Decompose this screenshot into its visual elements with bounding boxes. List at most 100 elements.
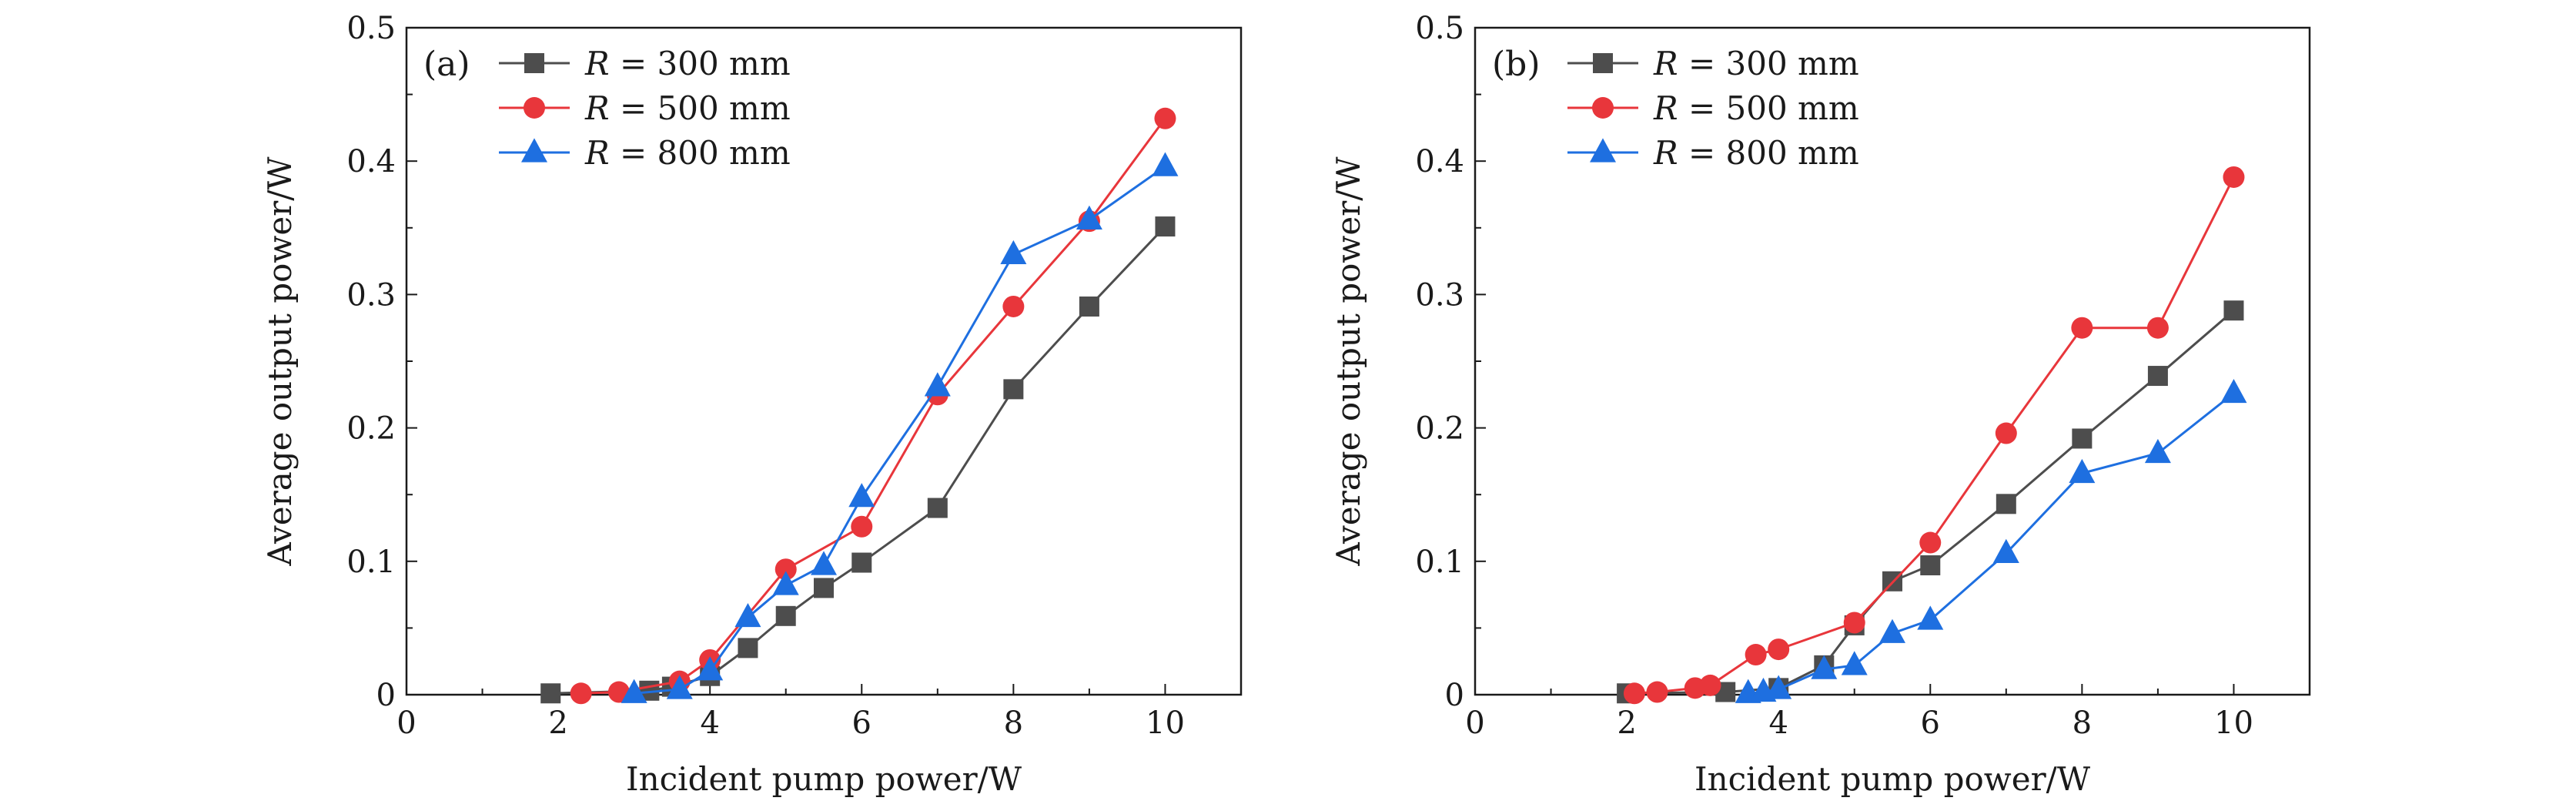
y-tick-label: 0.2 xyxy=(1415,411,1464,447)
data-point-triangle xyxy=(2069,458,2096,484)
data-point-triangle xyxy=(1917,605,1944,630)
panel-b: 0 2 4 6 8 10 0 0.1 0.2 0.3 0.4 0.5 Incident pump pow… xyxy=(1330,11,2311,798)
legend-variable: R xyxy=(1653,89,1678,127)
legend-entry: R = 300 mm xyxy=(1567,45,1859,82)
y-tick-label: 0.5 xyxy=(1415,11,1464,46)
data-point-triangle xyxy=(924,372,951,397)
legend-marker-square xyxy=(1593,53,1613,73)
x-tick-label: 10 xyxy=(2214,705,2253,741)
y-tick-label: 0.3 xyxy=(1415,277,1464,313)
data-point-triangle xyxy=(1992,538,2019,564)
data-point-triangle xyxy=(621,679,647,703)
data-point-triangle xyxy=(1765,675,1792,699)
data-point-square xyxy=(1003,379,1024,400)
data-point-triangle xyxy=(1000,240,1027,265)
x-tick-label: 6 xyxy=(852,705,871,741)
x-tick-label: 4 xyxy=(700,705,719,741)
series-square xyxy=(540,216,1176,704)
x-tick-label: 8 xyxy=(1004,705,1023,741)
x-axis-title: Incident pump power/W xyxy=(1694,760,2091,798)
legend-entry: R = 800 mm xyxy=(1567,134,1859,172)
data-point-circle xyxy=(1919,531,1942,554)
data-point-square xyxy=(2147,366,2168,387)
legend-marker-triangle xyxy=(1590,138,1616,163)
x-tick-label: 10 xyxy=(1146,705,1185,741)
series-circle xyxy=(570,107,1176,705)
legend-variable: R xyxy=(584,134,610,172)
data-point-square xyxy=(2223,300,2244,321)
series-line xyxy=(1627,310,2235,695)
x-axis-title: Incident pump power/W xyxy=(626,760,1022,798)
series-circle xyxy=(1623,166,2245,705)
data-point-triangle xyxy=(666,675,693,699)
legend-label: R = 500 mm xyxy=(1653,89,1859,127)
y-tick-label: 0.4 xyxy=(346,144,396,179)
legend-value: = 500 mm xyxy=(610,89,791,127)
data-point-circle xyxy=(1699,674,1721,696)
series-square xyxy=(1617,300,2244,704)
panel-label: (b) xyxy=(1492,45,1541,84)
data-point-square xyxy=(775,605,796,626)
data-point-square xyxy=(927,498,948,518)
data-point-circle xyxy=(2071,317,2093,339)
data-point-triangle xyxy=(1879,618,1905,643)
x-tick-label: 4 xyxy=(1768,705,1788,741)
data-point-triangle xyxy=(1811,655,1838,679)
legend-variable: R xyxy=(584,89,610,127)
data-point-circle xyxy=(1646,681,1668,703)
legend-variable: R xyxy=(1653,45,1678,82)
data-point-square xyxy=(2072,428,2093,449)
series-line xyxy=(580,117,1166,695)
x-tick-label: 8 xyxy=(2073,705,2092,741)
data-point-square xyxy=(814,578,834,598)
legend-marker-circle xyxy=(524,97,545,119)
data-point-square xyxy=(1079,296,1099,317)
legend-label: R = 800 mm xyxy=(584,134,791,172)
data-point-circle xyxy=(851,515,873,538)
data-point-triangle xyxy=(697,656,724,681)
data-point-circle xyxy=(1745,644,1767,666)
data-point-circle xyxy=(2146,317,2169,339)
data-point-circle xyxy=(1995,422,2017,444)
legend-entry: R = 800 mm xyxy=(499,134,791,172)
legend-marker-triangle xyxy=(521,138,547,163)
legend-label: R = 300 mm xyxy=(584,45,791,82)
legend-marker-circle xyxy=(1592,97,1614,119)
series-triangle xyxy=(621,152,1179,703)
data-point-circle xyxy=(1623,682,1645,705)
data-point-triangle xyxy=(1076,205,1102,230)
data-point-square xyxy=(1920,555,1941,575)
legend-label: R = 300 mm xyxy=(1653,45,1859,82)
x-tick-label: 0 xyxy=(1465,705,1484,741)
data-point-triangle xyxy=(1152,152,1179,176)
legend-marker-square xyxy=(524,53,544,73)
data-point-circle xyxy=(1843,612,1865,634)
y-tick-label: 0.3 xyxy=(346,277,396,313)
legend-label: R = 800 mm xyxy=(1653,134,1859,172)
data-point-square xyxy=(1996,494,2016,514)
y-axis-title: Average output power/W xyxy=(261,156,299,567)
data-point-triangle xyxy=(1841,651,1868,675)
legend-label: R = 500 mm xyxy=(584,89,791,127)
data-point-circle xyxy=(1002,295,1025,317)
legend-value: = 800 mm xyxy=(1678,134,1859,172)
legend-value: = 300 mm xyxy=(1678,45,1859,82)
panel-a: 0 2 4 6 8 10 0 0.1 0.2 0.3 0.4 0.5 Incident pump pow… xyxy=(261,11,1243,798)
y-tick-label: 0 xyxy=(376,678,396,713)
series-line xyxy=(550,226,1166,695)
data-point-triangle xyxy=(734,602,761,628)
data-point-triangle xyxy=(848,483,875,508)
y-axis-title: Average output power/W xyxy=(1330,156,1367,567)
x-tick-label: 2 xyxy=(548,705,567,741)
x-tick-label: 6 xyxy=(1921,705,1940,741)
y-tick-label: 0.2 xyxy=(346,411,396,447)
y-tick-label: 0.4 xyxy=(1415,144,1464,179)
data-point-square xyxy=(738,638,758,659)
data-point-circle xyxy=(2223,166,2245,188)
data-point-circle xyxy=(774,558,797,581)
data-point-triangle xyxy=(811,551,837,575)
series-triangle xyxy=(1735,378,2247,703)
legend-value: = 800 mm xyxy=(610,134,791,172)
legend-variable: R xyxy=(1653,134,1678,172)
